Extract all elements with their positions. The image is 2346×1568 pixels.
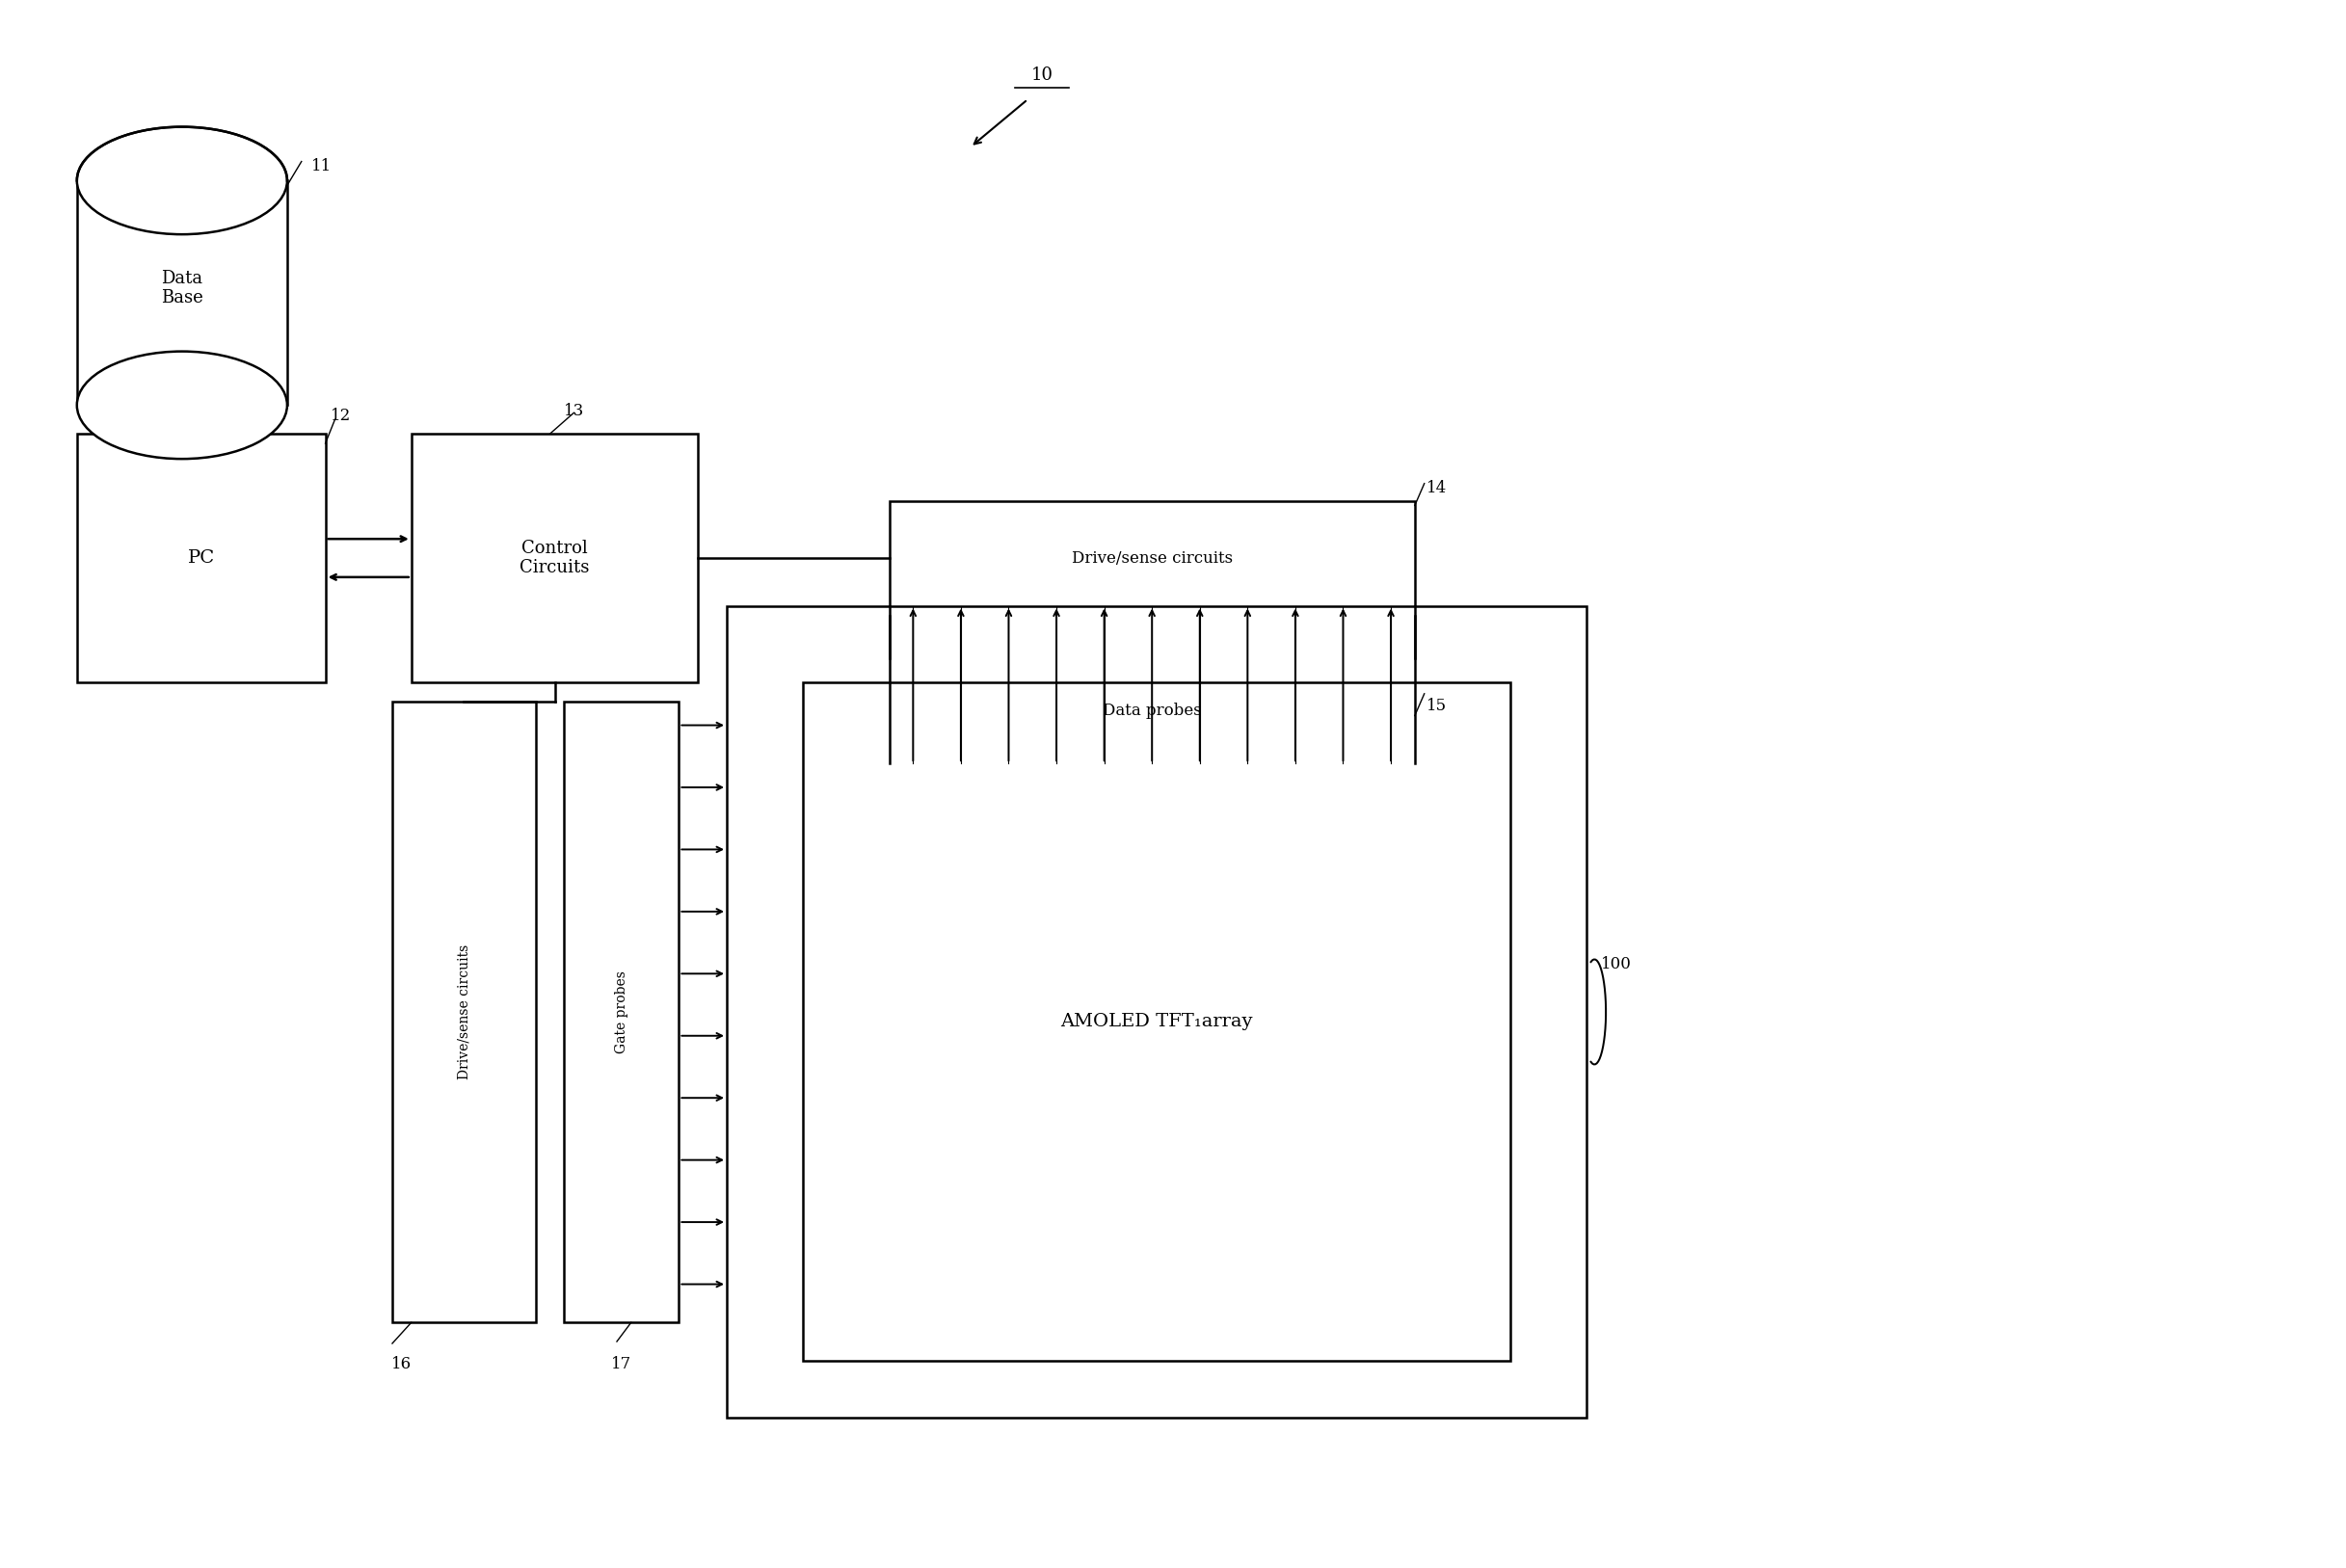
Bar bbox=[889, 659, 1415, 764]
Text: AMOLED TFT₁array: AMOLED TFT₁array bbox=[1060, 1013, 1253, 1030]
Ellipse shape bbox=[77, 127, 286, 234]
Bar bbox=[77, 434, 326, 682]
Text: Data probes: Data probes bbox=[1103, 702, 1201, 720]
Text: 11: 11 bbox=[312, 158, 331, 174]
Text: 14: 14 bbox=[1426, 480, 1447, 495]
Text: 15: 15 bbox=[1426, 698, 1447, 715]
Text: Drive/sense circuits: Drive/sense circuits bbox=[1072, 550, 1232, 566]
Text: Data
Base: Data Base bbox=[162, 270, 204, 307]
Bar bbox=[565, 701, 678, 1322]
Text: Gate probes: Gate probes bbox=[615, 971, 629, 1054]
Text: Control
Circuits: Control Circuits bbox=[521, 539, 589, 577]
Text: 13: 13 bbox=[563, 403, 584, 420]
Text: PC: PC bbox=[188, 549, 216, 566]
Bar bbox=[77, 180, 286, 405]
Text: 12: 12 bbox=[331, 408, 350, 425]
Bar bbox=[727, 605, 1586, 1417]
Text: 17: 17 bbox=[612, 1356, 631, 1372]
Text: 16: 16 bbox=[392, 1356, 413, 1372]
Bar bbox=[392, 701, 535, 1322]
Bar bbox=[889, 500, 1415, 615]
Text: 10: 10 bbox=[1030, 67, 1053, 85]
Text: Drive/sense circuits: Drive/sense circuits bbox=[457, 944, 472, 1079]
Text: 100: 100 bbox=[1600, 956, 1633, 972]
Bar bbox=[802, 682, 1511, 1361]
Ellipse shape bbox=[77, 351, 286, 459]
Bar bbox=[411, 434, 699, 682]
